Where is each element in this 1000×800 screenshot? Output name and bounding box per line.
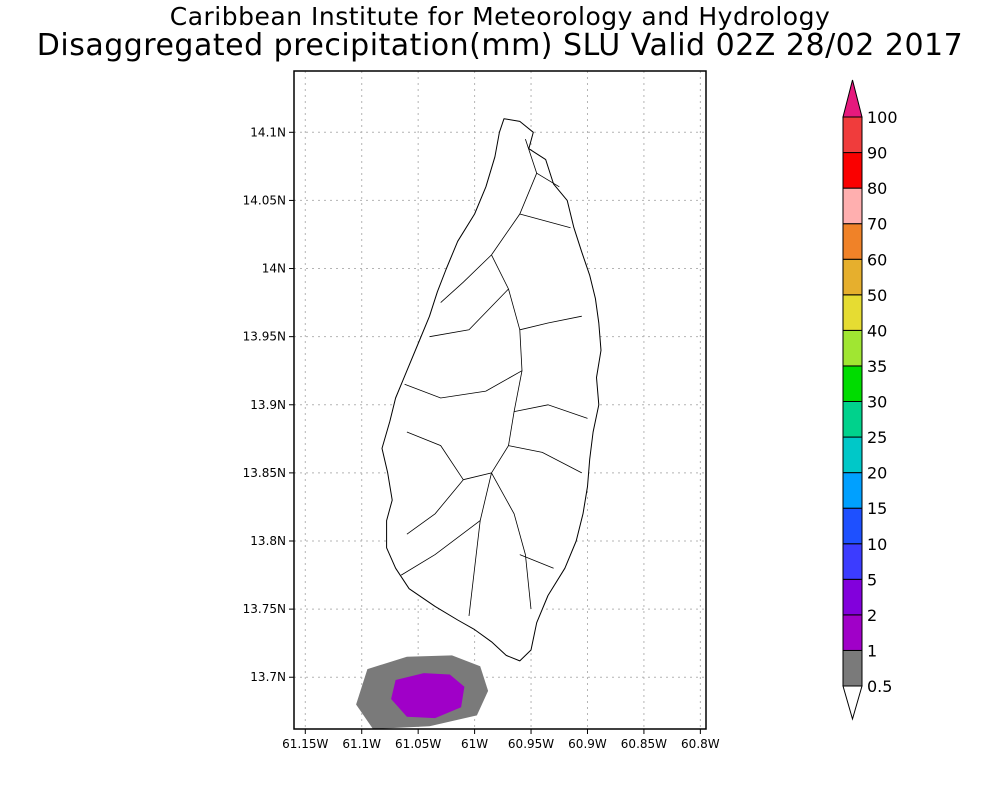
colorbar-label: 0.5 bbox=[867, 677, 892, 696]
lat-tick-label: 14.05N bbox=[243, 193, 286, 207]
lat-tick-label: 13.9N bbox=[250, 398, 286, 412]
island-outline bbox=[381, 118, 602, 662]
lon-tick-label: 61.15W bbox=[282, 737, 328, 751]
colorbar-label: 15 bbox=[867, 499, 887, 518]
colorbar-box-1 bbox=[842, 614, 863, 651]
colorbar-label: 30 bbox=[867, 393, 887, 412]
colorbar-box-4 bbox=[842, 507, 863, 545]
watershed-boundary-12 bbox=[536, 172, 560, 188]
colorbar-label: 10 bbox=[867, 535, 887, 554]
watershed-boundary-0 bbox=[463, 254, 523, 481]
lon-tick-label: 61.1W bbox=[342, 737, 381, 751]
colorbar-label: 90 bbox=[867, 144, 887, 163]
colorbar-label: 1 bbox=[867, 641, 877, 660]
lat-tick-label: 14.1N bbox=[250, 125, 286, 139]
colorbar-box-3 bbox=[842, 543, 863, 580]
colorbar-top-arrow bbox=[842, 79, 863, 118]
lon-tick-label: 60.8W bbox=[681, 737, 720, 751]
colorbar-box-8 bbox=[842, 365, 863, 402]
colorbar-label: 5 bbox=[867, 570, 877, 589]
colorbar-box-13 bbox=[842, 187, 863, 225]
lat-tick-label: 13.85N bbox=[243, 466, 286, 480]
axis-ticks: 14.1N 14.05N 14N 13.95N 13.9N 13.85N 13.8N 13.7… bbox=[243, 125, 720, 751]
colorbar-box-12 bbox=[842, 223, 863, 260]
colorbar-label: 60 bbox=[867, 250, 887, 269]
watershed-boundary-5 bbox=[468, 472, 492, 616]
colorbar-label: 100 bbox=[867, 108, 898, 127]
watershed-boundary-14 bbox=[519, 554, 554, 569]
watershed-boundary-7 bbox=[406, 431, 464, 480]
watershed-boundary-9 bbox=[491, 138, 538, 256]
watershed-boundary-13 bbox=[519, 213, 571, 229]
watershed-boundary-15 bbox=[400, 520, 481, 576]
colorbar-label: 70 bbox=[867, 215, 887, 234]
colorbar-label: 20 bbox=[867, 464, 887, 483]
watershed-boundary-3 bbox=[508, 445, 582, 474]
lon-tick-label: 61.05W bbox=[395, 737, 441, 751]
colorbar-label: 25 bbox=[867, 428, 887, 447]
colorbar-box-11 bbox=[842, 258, 863, 296]
colorbar-box-5 bbox=[842, 472, 863, 509]
precipitation-layer bbox=[356, 655, 489, 729]
colorbar-label: 80 bbox=[867, 179, 887, 198]
colorbar-label: 50 bbox=[867, 286, 887, 305]
colorbar-label: 2 bbox=[867, 606, 877, 625]
lat-tick-label: 13.8N bbox=[250, 534, 286, 548]
watershed-boundary-10 bbox=[429, 288, 509, 338]
lon-tick-label: 60.85W bbox=[621, 737, 667, 751]
map-title: Disaggregated precipitation(mm) SLU Vali… bbox=[36, 28, 964, 63]
colorbar-box-0 bbox=[842, 649, 863, 687]
watershed-boundary-1 bbox=[519, 315, 582, 331]
lat-tick-label: 13.7N bbox=[250, 670, 286, 684]
lon-tick-label: 61W bbox=[461, 737, 488, 751]
watershed-boundary-4 bbox=[491, 472, 532, 610]
map-frame bbox=[293, 70, 707, 730]
watershed-boundary-11 bbox=[404, 370, 523, 399]
institute-title: Caribbean Institute for Meteorology and … bbox=[169, 2, 831, 31]
precip-area-1 bbox=[391, 673, 465, 719]
colorbar-box-10 bbox=[842, 294, 863, 331]
colorbar-box-2 bbox=[842, 578, 863, 616]
colorbar-bottom-arrow bbox=[842, 685, 863, 721]
watershed-boundary-8 bbox=[440, 254, 492, 303]
colorbar-box-9 bbox=[842, 329, 863, 367]
colorbar-box-15 bbox=[842, 116, 863, 154]
island-layer bbox=[381, 118, 602, 662]
lon-tick-label: 60.9W bbox=[568, 737, 607, 751]
colorbar-label: 35 bbox=[867, 357, 887, 376]
lat-tick-label: 14N bbox=[262, 262, 286, 276]
colorbar-box-14 bbox=[842, 152, 863, 189]
title-block: Caribbean Institute for Meteorology and … bbox=[0, 4, 1000, 62]
colorbar-box-7 bbox=[842, 401, 863, 438]
lat-tick-label: 13.95N bbox=[243, 330, 286, 344]
watershed-boundary-2 bbox=[514, 404, 588, 419]
watershed-boundary-6 bbox=[406, 479, 464, 535]
colorbar-box-6 bbox=[842, 436, 863, 474]
colorbar-label: 40 bbox=[867, 321, 887, 340]
lon-tick-label: 60.95W bbox=[508, 737, 554, 751]
lat-tick-label: 13.75N bbox=[243, 602, 286, 616]
